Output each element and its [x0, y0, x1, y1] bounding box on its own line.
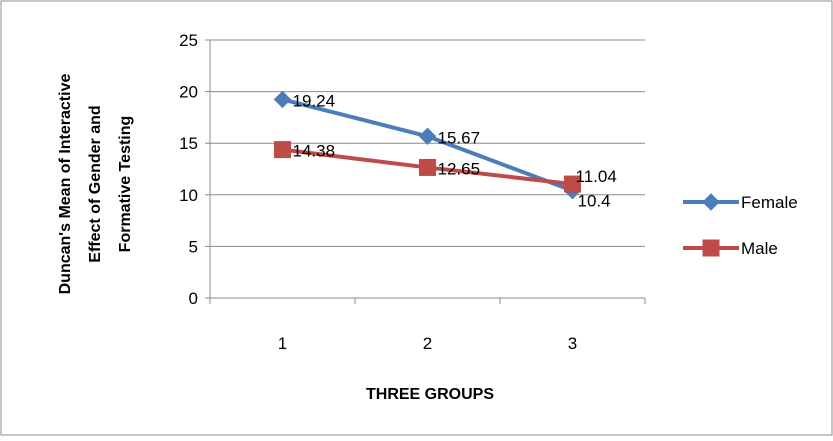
- data-point-male: [274, 141, 291, 159]
- data-label-male: 12.65: [438, 159, 481, 178]
- y-tick-label: 25: [179, 31, 198, 50]
- legend-marker-male: [702, 239, 720, 257]
- data-point-female: [418, 127, 437, 145]
- axes: [209, 40, 646, 304]
- series-lines: [273, 90, 582, 200]
- y-axis-title-line-2: Effect of Gender and: [87, 105, 104, 262]
- legend-item-male: Male: [683, 239, 778, 258]
- y-axis-title-line-1: Duncan's Mean of Interactive: [57, 74, 74, 295]
- data-point-male: [419, 158, 436, 176]
- data-label-female: 19.24: [293, 91, 336, 110]
- data-label-female: 15.67: [438, 128, 481, 147]
- y-tick-label: 15: [179, 134, 198, 153]
- data-labels: 19.24 15.67 10.4 14.38 12.65 11.04: [293, 91, 617, 210]
- data-point-male: [564, 175, 581, 193]
- y-axis-title: Duncan's Mean of Interactive Effect of G…: [57, 74, 134, 295]
- legend-item-female: Female: [683, 193, 798, 212]
- data-label-female: 10.4: [578, 192, 611, 211]
- y-axis-title-line-3: Formative Testing: [117, 116, 134, 253]
- x-tick-labels: 1 2 3: [278, 334, 577, 353]
- data-label-male: 11.04: [576, 167, 617, 186]
- x-axis-title: THREE GROUPS: [366, 386, 494, 403]
- x-tick-label: 3: [568, 334, 577, 353]
- y-tick-label: 5: [189, 237, 198, 256]
- data-label-male: 14.38: [293, 142, 336, 161]
- x-tick-label: 2: [423, 334, 432, 353]
- y-tick-label: 0: [189, 289, 198, 308]
- legend-label-female: Female: [741, 193, 798, 212]
- legend-label-male: Male: [741, 239, 778, 258]
- legend-marker-female: [702, 193, 720, 211]
- x-tick-label: 1: [278, 334, 287, 353]
- data-point-female: [273, 90, 292, 109]
- y-tick-label: 10: [179, 186, 198, 205]
- legend: Female Male: [683, 193, 798, 258]
- y-tick-label: 20: [179, 83, 198, 102]
- y-tick-labels: 0 5 10 15 20 25: [179, 31, 198, 308]
